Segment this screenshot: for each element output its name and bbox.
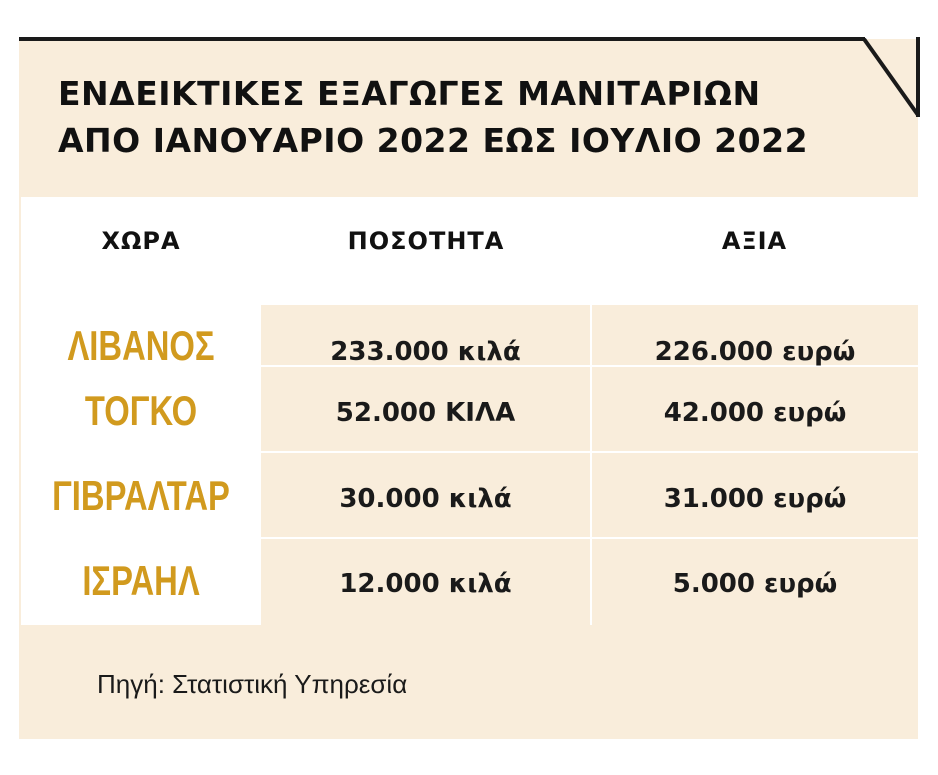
row-divider: [261, 537, 918, 539]
country-cell: ΙΣΡΑΗΛ: [82, 557, 200, 604]
quantity-cell: 12.000 κιλά: [339, 569, 512, 599]
column-header-country: ΧΩΡΑ: [101, 227, 181, 255]
corner-fold-icon: [862, 37, 920, 117]
quantity-cell: 52.000 ΚΙΛΑ: [335, 398, 516, 428]
source-note: Πηγή: Στατιστική Υπηρεσία: [97, 669, 408, 699]
value-cell: 42.000 ευρώ: [663, 398, 847, 428]
value-cell: 5.000 ευρώ: [672, 569, 838, 599]
column-header-value: ΑΞΙΑ: [721, 227, 788, 255]
value-cell: 31.000 ευρώ: [663, 484, 847, 514]
quantity-cell: 30.000 κιλά: [339, 484, 512, 514]
country-cell: ΤΟΓΚΟ: [84, 387, 198, 434]
table-data-area: [261, 305, 918, 625]
column-header-quantity: ΠΟΣΟΤΗΤΑ: [347, 227, 505, 255]
title-line-1: ΕΝΔΕΙΚΤΙΚΕΣ ΕΞΑΓΩΓΕΣ ΜΑΝΙΤΑΡΙΩΝ: [58, 74, 761, 113]
top-border: [19, 37, 865, 41]
exports-table: ΧΩΡΑ ΠΟΣΟΤΗΤΑ ΑΞΙΑ ΛΙΒΑΝΟΣ 233.000 κιλά …: [21, 197, 918, 625]
value-cell: 226.000 ευρώ: [654, 337, 856, 367]
row-divider: [261, 365, 918, 367]
quantity-cell: 233.000 κιλά: [330, 337, 521, 367]
column-divider: [590, 305, 592, 625]
country-cell: ΛΙΒΑΝΟΣ: [67, 322, 215, 369]
country-cell: ΓΙΒΡΑΛΤΑΡ: [52, 472, 230, 519]
title-line-2: ΑΠΟ ΙΑΝΟΥΑΡΙΟ 2022 ΕΩΣ ΙΟΥΛΙΟ 2022: [58, 121, 809, 160]
row-divider: [261, 451, 918, 453]
infographic-title: ΕΝΔΕΙΚΤΙΚΕΣ ΕΞΑΓΩΓΕΣ ΜΑΝΙΤΑΡΙΩΝ ΑΠΟ ΙΑΝΟ…: [58, 70, 858, 164]
